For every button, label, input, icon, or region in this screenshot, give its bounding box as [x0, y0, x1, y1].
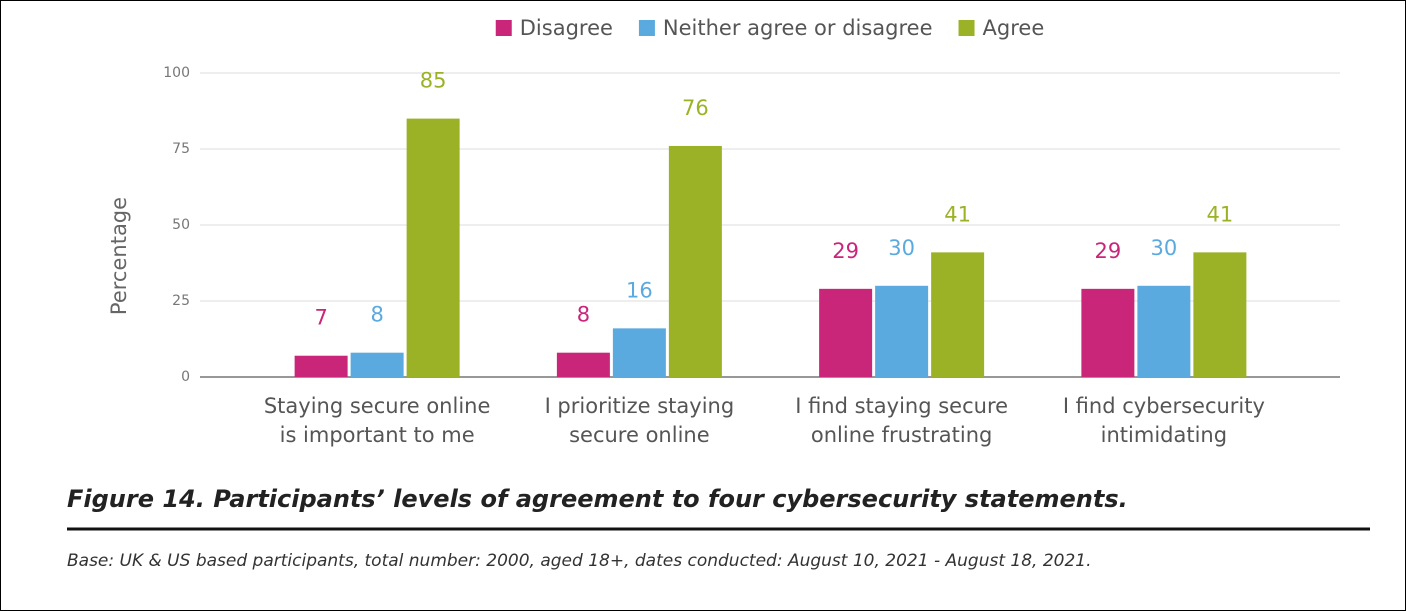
x-tick-label-line: online frustrating	[811, 423, 992, 447]
value-label: 29	[1095, 239, 1122, 263]
x-tick-label-line: is important to me	[280, 423, 475, 447]
value-label: 41	[944, 202, 971, 226]
legend: Disagree Neither agree or disagree Agree	[495, 16, 1045, 40]
x-tick-label-line: I find cybersecurity	[1063, 394, 1265, 418]
y-tick-label: 25	[172, 293, 190, 309]
value-label: 29	[832, 239, 859, 263]
value-label: 8	[370, 303, 383, 327]
x-tick-label: Staying secure online is important to me	[264, 394, 491, 447]
bar	[612, 328, 666, 377]
y-tick-label: 75	[172, 141, 190, 157]
y-tick-label: 100	[163, 65, 190, 81]
bar	[668, 145, 722, 377]
x-tick-label: I prioritize staying secure online	[545, 394, 735, 447]
bar	[556, 352, 610, 377]
x-tick-label-line: I find staying secure	[795, 394, 1008, 418]
legend-swatch	[638, 20, 655, 36]
bar	[819, 288, 873, 377]
value-label: 30	[888, 236, 915, 260]
legend-swatch	[495, 20, 512, 36]
x-tick-label-line: intimidating	[1101, 423, 1227, 447]
base-note: Base: UK & US based participants, total …	[67, 551, 1092, 571]
bar	[875, 285, 929, 377]
bar	[1081, 288, 1135, 377]
caption: Figure 14. Participants’ levels of agree…	[67, 485, 1128, 513]
value-label: 41	[1207, 202, 1234, 226]
legend-label: Agree	[983, 16, 1045, 40]
x-tick-label: I find staying secure online frustrating	[795, 394, 1008, 447]
bar	[931, 252, 985, 377]
value-label: 16	[626, 278, 653, 302]
legend-swatch	[958, 20, 975, 36]
value-label: 8	[577, 303, 590, 327]
value-label: 85	[420, 69, 447, 93]
value-label: 7	[314, 306, 327, 330]
y-axis-label: Percentage	[107, 197, 131, 315]
x-tick-label-line: secure online	[569, 423, 710, 447]
bar	[350, 352, 404, 377]
legend-label: Neither agree or disagree	[663, 16, 933, 40]
bar	[294, 355, 348, 377]
x-tick-label-line: Staying secure online	[264, 394, 491, 418]
x-tick-label-line: I prioritize staying	[545, 394, 735, 418]
bar	[1193, 252, 1247, 377]
y-tick-label: 0	[181, 369, 190, 385]
x-tick-label: I find cybersecurity intimidating	[1063, 394, 1265, 447]
bar	[406, 118, 460, 377]
y-tick-label: 50	[172, 217, 190, 233]
legend-label: Disagree	[520, 16, 613, 40]
bar	[1137, 285, 1191, 377]
value-label: 30	[1151, 236, 1178, 260]
value-label: 76	[682, 96, 709, 120]
